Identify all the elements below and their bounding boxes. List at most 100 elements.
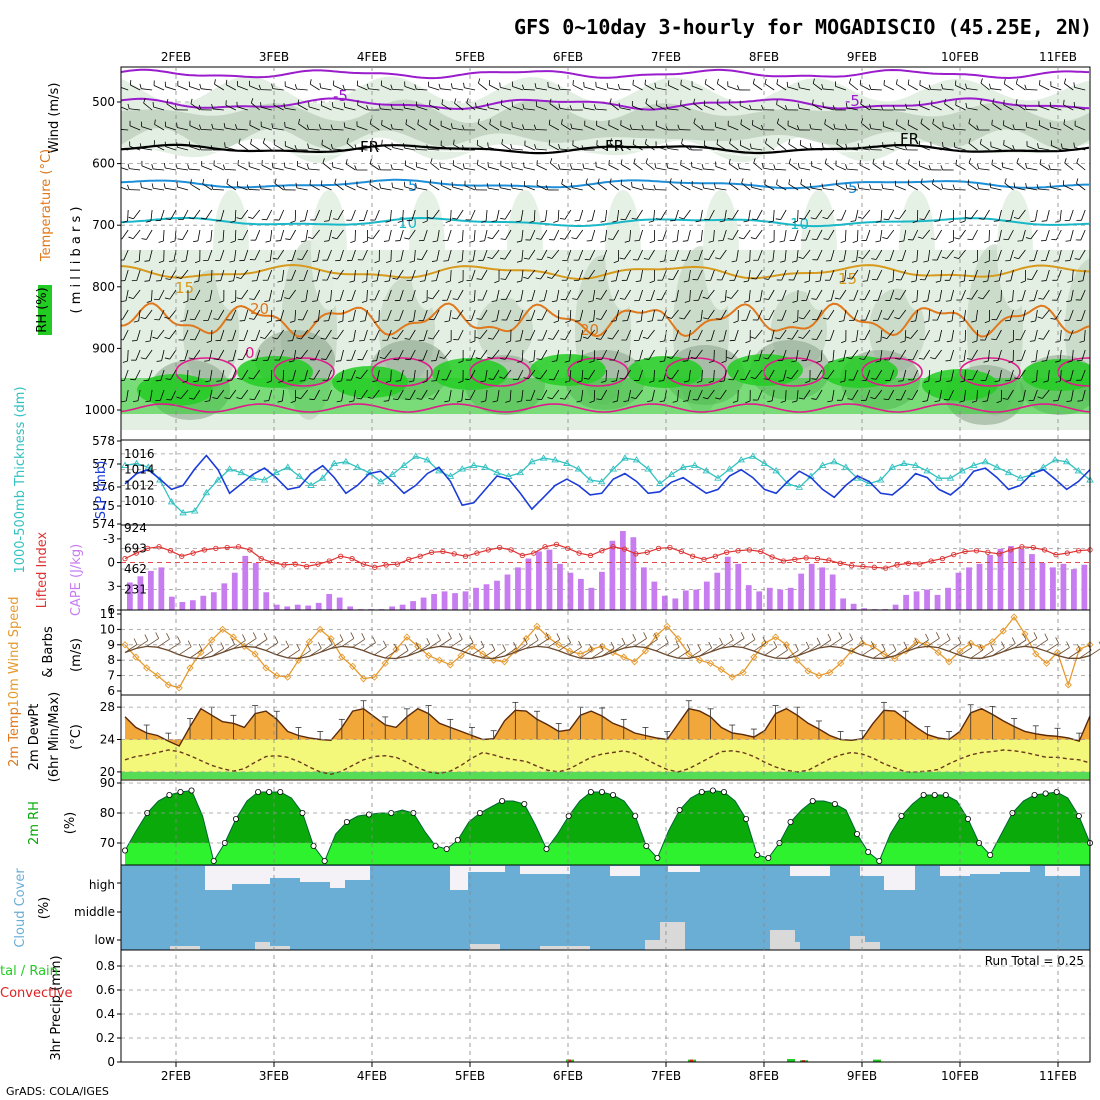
wind-barb-flag	[391, 182, 394, 188]
wind-speed-point	[728, 673, 736, 681]
wind-barb	[963, 389, 966, 401]
wind-barb-flag	[647, 320, 653, 322]
cape-bar	[420, 597, 427, 610]
wind-barb-flag	[882, 336, 888, 339]
wind-barb-flag	[934, 400, 940, 403]
wind-barb	[509, 389, 512, 401]
wind-barb	[549, 124, 560, 131]
wind-barb	[231, 309, 237, 321]
wind-speed-point	[587, 645, 595, 654]
wind-barb	[388, 389, 392, 401]
wind-barb	[469, 389, 476, 400]
wind-barb	[198, 269, 201, 281]
wind-barb-flag	[168, 260, 175, 263]
lifted-index-point	[519, 552, 526, 559]
wind-barb-flag	[620, 139, 622, 145]
wind-barb	[788, 163, 799, 171]
thickness-point	[656, 479, 664, 487]
wind-barb	[496, 209, 500, 221]
wind-barb	[1007, 229, 1014, 240]
wind-barb-10m	[536, 638, 550, 647]
lifted-index-title: Lifted Index	[35, 531, 50, 608]
isotherm-10-line	[121, 216, 1090, 228]
cape-bar	[515, 567, 521, 610]
wind-barb-flag	[122, 220, 128, 223]
rh-point	[1075, 813, 1082, 820]
wind-barb-flag	[1066, 400, 1072, 403]
wind-barb-flag	[199, 83, 202, 89]
wind-barb	[512, 187, 524, 191]
wind-barb-flag	[798, 317, 804, 320]
wind-barb-flag	[715, 257, 721, 260]
wind-barb	[971, 289, 978, 300]
wind-barb	[912, 229, 919, 241]
wind-barb	[889, 249, 895, 261]
wind-barb-10m	[872, 649, 886, 659]
cloud-low-area	[795, 942, 800, 950]
rh-point	[942, 792, 949, 799]
wind-barb	[919, 84, 930, 91]
wind-barb	[453, 144, 464, 151]
wind-barb	[416, 166, 428, 171]
wind-barb-10m-flag	[827, 633, 832, 641]
wind-barb	[656, 145, 667, 151]
wind-barb	[687, 389, 691, 401]
wind-barb-flag	[1076, 158, 1079, 164]
wind-barb	[849, 82, 859, 91]
wind-barb	[479, 329, 488, 339]
wind-barb-flag	[941, 256, 947, 259]
wind-barb	[823, 188, 835, 191]
thickness-point	[272, 468, 280, 476]
wind-barb-flag	[165, 218, 171, 220]
wind-barb-flag	[336, 380, 342, 383]
wind-barb-flag	[1016, 158, 1019, 164]
wind-barb-flag	[151, 164, 154, 170]
wind-barb	[1010, 209, 1014, 221]
wind-barb-10m-flag	[990, 644, 994, 651]
wind-barb-flag	[991, 159, 993, 165]
wind-barb	[272, 127, 284, 131]
wind-barb	[1059, 209, 1062, 221]
wind-barb-flag	[991, 338, 997, 341]
wind-barb-flag	[750, 182, 752, 188]
wind-barb	[506, 309, 512, 321]
wind-barb-10m	[731, 638, 745, 647]
wind-barb-flag	[307, 236, 313, 239]
wind-barb-flag	[249, 398, 255, 401]
wind-barb	[578, 249, 584, 261]
wind-barb-flag	[679, 317, 685, 320]
wind-barb-10m	[656, 642, 669, 652]
wind-barb	[624, 289, 631, 300]
wind-barb-flag	[391, 142, 394, 148]
wind-barb-flag	[571, 237, 577, 240]
wind-barb	[695, 349, 703, 359]
wind-barb	[628, 349, 632, 361]
wind-barb-flag	[823, 238, 829, 240]
wind-barb-10m	[222, 644, 235, 653]
wind-barb	[727, 125, 739, 131]
wind-barb	[656, 105, 667, 111]
wind-barb-flag	[1014, 377, 1020, 380]
wind-barb-flag	[666, 143, 668, 149]
wind-barb-10m	[352, 638, 365, 648]
wind-barb	[680, 84, 691, 91]
wind-barb-flag	[931, 238, 937, 240]
wind-barb	[950, 369, 955, 381]
wind-barb-flag	[708, 380, 714, 383]
wind-barb-flag	[177, 218, 183, 221]
wind-barb-10m-flag	[589, 643, 593, 651]
wind-barb	[1042, 389, 1050, 399]
thickness-point	[900, 459, 908, 467]
wind-barb	[1081, 349, 1086, 361]
wind-barb	[667, 167, 679, 171]
wind-barb	[400, 369, 404, 381]
wind-barb-flag	[374, 320, 380, 323]
wind-barb-10m	[688, 650, 702, 659]
wind-barb	[970, 209, 978, 220]
wind-barb-flag	[940, 83, 944, 89]
wind-barb	[193, 389, 201, 400]
wind-barb-10m	[645, 639, 658, 648]
wind-barb	[984, 329, 990, 341]
wind-barb-10m	[580, 649, 593, 659]
